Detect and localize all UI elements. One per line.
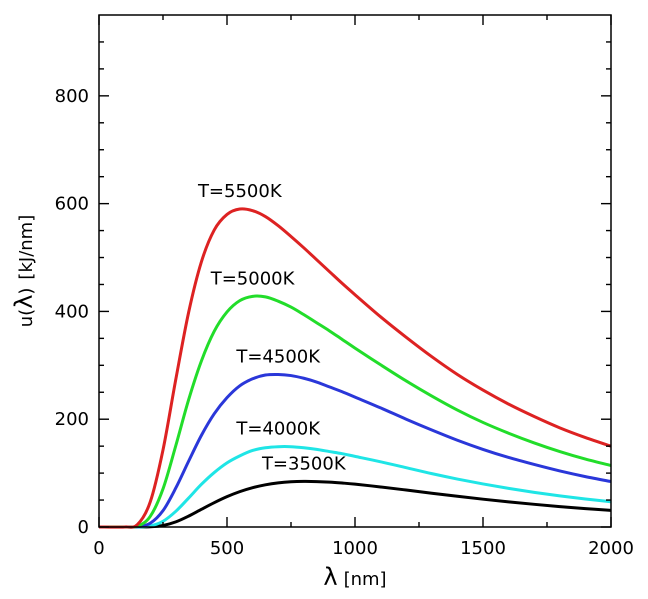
y-axis-suffix: ) xyxy=(16,288,37,295)
y-tick-label: 600 xyxy=(55,194,89,215)
x-axis-unit: [nm] xyxy=(344,569,387,590)
plot-area: T=3500K T=4000K T=4500K T=5000K T=5500K xyxy=(98,14,612,529)
x-axis-symbol: λ xyxy=(323,563,337,591)
y-tick-label: 0 xyxy=(78,517,89,538)
tick-marks xyxy=(98,15,612,528)
y-tick-label: 400 xyxy=(55,301,89,322)
series-label-3: T=5000K xyxy=(210,268,296,289)
series-label-2: T=4500K xyxy=(235,346,321,367)
series-line-0 xyxy=(98,479,612,529)
x-tick-label: 1500 xyxy=(460,538,506,559)
series-label-1: T=4000K xyxy=(235,419,321,440)
y-axis-symbol: λ xyxy=(10,295,38,309)
series-label-0: T=3500K xyxy=(261,453,347,474)
series-line-3 xyxy=(98,294,612,529)
y-tick-label: 200 xyxy=(55,409,89,430)
x-tick-label: 2000 xyxy=(588,538,634,559)
series-line-1 xyxy=(98,445,612,529)
y-axis-title: u(λ) [kJ/nm] xyxy=(10,215,38,327)
y-axis-prefix: u( xyxy=(16,309,37,327)
x-tick-labels: 0 500 1000 1500 2000 xyxy=(93,538,634,559)
y-tick-label: 800 xyxy=(55,86,89,107)
x-tick-label: 500 xyxy=(210,538,244,559)
y-tick-labels: 0 200 400 600 800 xyxy=(55,86,89,538)
x-tick-label: 0 xyxy=(93,538,104,559)
series-group xyxy=(98,207,612,529)
series-labels: T=3500K T=4000K T=4500K T=5000K T=5500K xyxy=(197,181,347,474)
y-axis-unit: [kJ/nm] xyxy=(16,215,37,280)
x-tick-label: 1000 xyxy=(332,538,378,559)
series-line-4 xyxy=(98,207,612,529)
series-line-2 xyxy=(98,372,612,529)
series-label-4: T=5500K xyxy=(197,181,283,202)
x-axis-title: λ [nm] xyxy=(323,563,386,591)
